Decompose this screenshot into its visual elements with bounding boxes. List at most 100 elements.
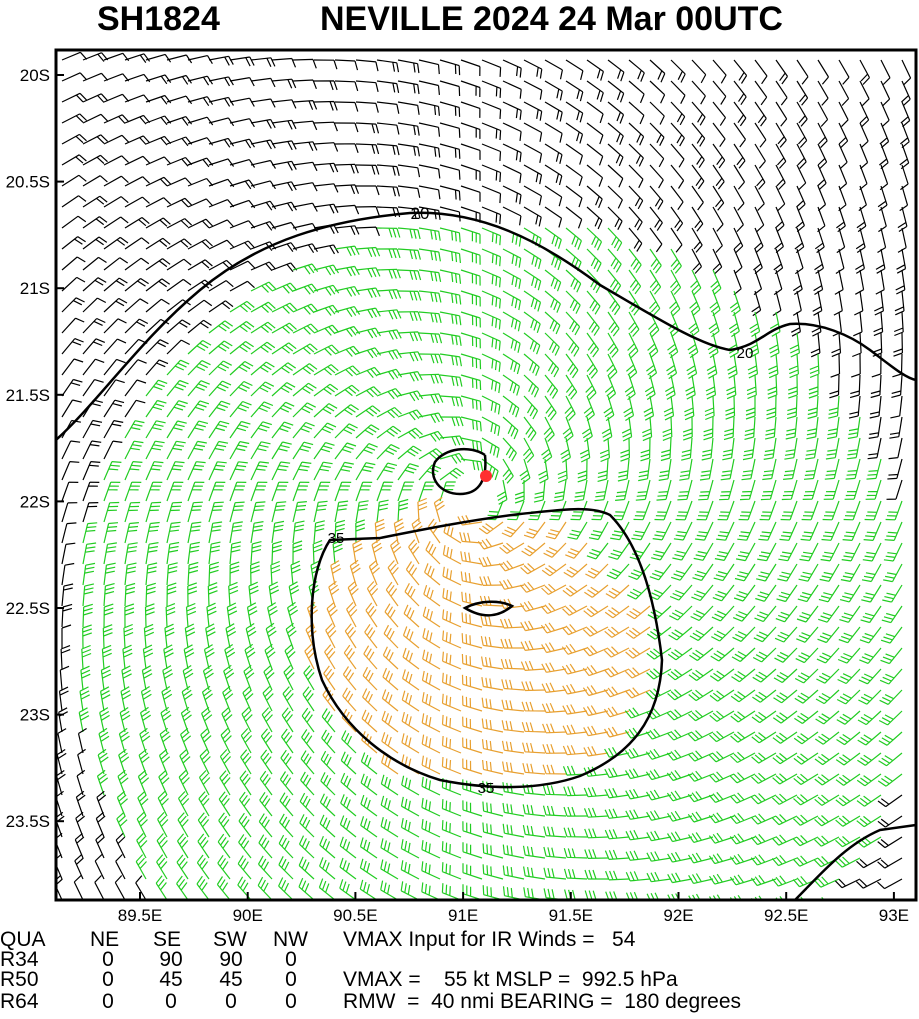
wind-barb xyxy=(733,80,747,106)
wind-barb xyxy=(712,164,725,190)
wind-barb xyxy=(397,59,420,74)
wind-barb xyxy=(421,819,441,838)
wind-barb xyxy=(817,185,827,212)
wind-barb xyxy=(502,416,519,440)
wind-barb xyxy=(238,834,252,859)
wind-barb xyxy=(688,668,714,681)
wind-barb xyxy=(160,706,172,733)
wind-barb xyxy=(187,521,202,544)
wind-barb xyxy=(265,622,277,649)
wind-barb xyxy=(690,269,702,296)
wind-barb xyxy=(145,359,169,376)
wind-barb xyxy=(819,563,840,582)
wind-barb xyxy=(197,833,210,859)
wind-barb xyxy=(667,647,693,661)
wind-barb xyxy=(870,374,882,399)
wind-barb xyxy=(166,116,193,126)
table-header: QUA xyxy=(0,928,46,951)
wind-barb xyxy=(839,584,861,603)
wind-barb xyxy=(836,689,861,705)
wind-barb xyxy=(421,713,441,733)
wind-barb xyxy=(460,395,482,411)
wind-barb xyxy=(298,877,315,900)
wind-barb xyxy=(796,122,808,148)
wind-barb xyxy=(859,122,869,149)
wind-barb xyxy=(61,603,73,628)
wind-barb xyxy=(292,303,319,315)
wind-barb xyxy=(250,381,275,397)
wind-barb xyxy=(376,388,403,400)
wind-barb xyxy=(355,101,379,113)
wind-barb xyxy=(292,520,305,544)
wind-barb xyxy=(250,261,277,272)
table-cell: R50 xyxy=(0,968,39,991)
wind-barb xyxy=(442,588,462,607)
wind-barb xyxy=(250,521,264,544)
wind-barb xyxy=(352,539,363,565)
wind-barb xyxy=(752,668,777,683)
wind-barb xyxy=(334,80,359,92)
wind-barb xyxy=(771,875,798,887)
wind-barb xyxy=(859,647,882,664)
wind-barb xyxy=(814,248,824,274)
wind-barb xyxy=(229,461,248,481)
wind-barb xyxy=(628,227,643,252)
wind-barb xyxy=(523,122,543,142)
wind-barb xyxy=(841,542,861,562)
wind-barb xyxy=(818,605,840,623)
wind-barb xyxy=(887,458,903,480)
wind-barb xyxy=(441,799,462,817)
wind-barb xyxy=(418,464,442,481)
wind-barb xyxy=(541,583,567,596)
wind-barb xyxy=(604,746,630,758)
wind-barb xyxy=(883,563,903,583)
wind-barb xyxy=(729,290,741,317)
wind-barb xyxy=(586,164,604,187)
wind-barb xyxy=(250,301,276,313)
wind-barb xyxy=(145,176,172,187)
wind-barb xyxy=(734,563,756,582)
wind-barb xyxy=(439,452,466,464)
wind-barb xyxy=(652,521,672,541)
table-note: VMAX = 55 kt MSLP = 992.5 hPa xyxy=(343,968,678,991)
wind-barb xyxy=(461,674,483,691)
wind-barb xyxy=(754,122,767,148)
wind-barb xyxy=(271,342,297,355)
wind-barb xyxy=(271,57,297,68)
wind-barb xyxy=(221,706,233,733)
wind-barb xyxy=(187,561,199,586)
wind-barb xyxy=(667,872,693,884)
wind-barb xyxy=(208,461,227,481)
wind-barb xyxy=(363,645,378,670)
wind-barb xyxy=(817,59,830,85)
wind-barb xyxy=(397,445,422,460)
wind-barb xyxy=(666,729,693,741)
wind-barb xyxy=(158,748,171,775)
wind-barb xyxy=(481,227,502,246)
wind-barb xyxy=(292,343,318,355)
wind-barb xyxy=(400,839,420,859)
wind-barb xyxy=(401,690,420,712)
wind-barb xyxy=(879,689,903,705)
wind-barb xyxy=(198,791,210,817)
wind-barb xyxy=(359,858,378,880)
wind-barb xyxy=(355,366,382,378)
wind-barb xyxy=(285,622,297,649)
wind-barb xyxy=(442,609,462,628)
wind-barb xyxy=(460,164,481,181)
wind-barb xyxy=(239,770,252,796)
contour-label: 20 xyxy=(737,345,754,362)
wind-barb xyxy=(649,227,663,253)
wind-barb xyxy=(61,583,74,607)
wind-barb xyxy=(788,374,798,399)
wind-barb xyxy=(817,164,827,191)
wind-barb xyxy=(250,421,272,439)
wind-barb xyxy=(334,265,360,277)
wind-barb xyxy=(376,185,400,197)
wind-barb xyxy=(648,311,660,338)
wind-barb xyxy=(280,749,294,775)
wind-barb xyxy=(900,101,911,128)
contour-35 xyxy=(310,507,664,789)
wind-barb xyxy=(118,727,130,754)
